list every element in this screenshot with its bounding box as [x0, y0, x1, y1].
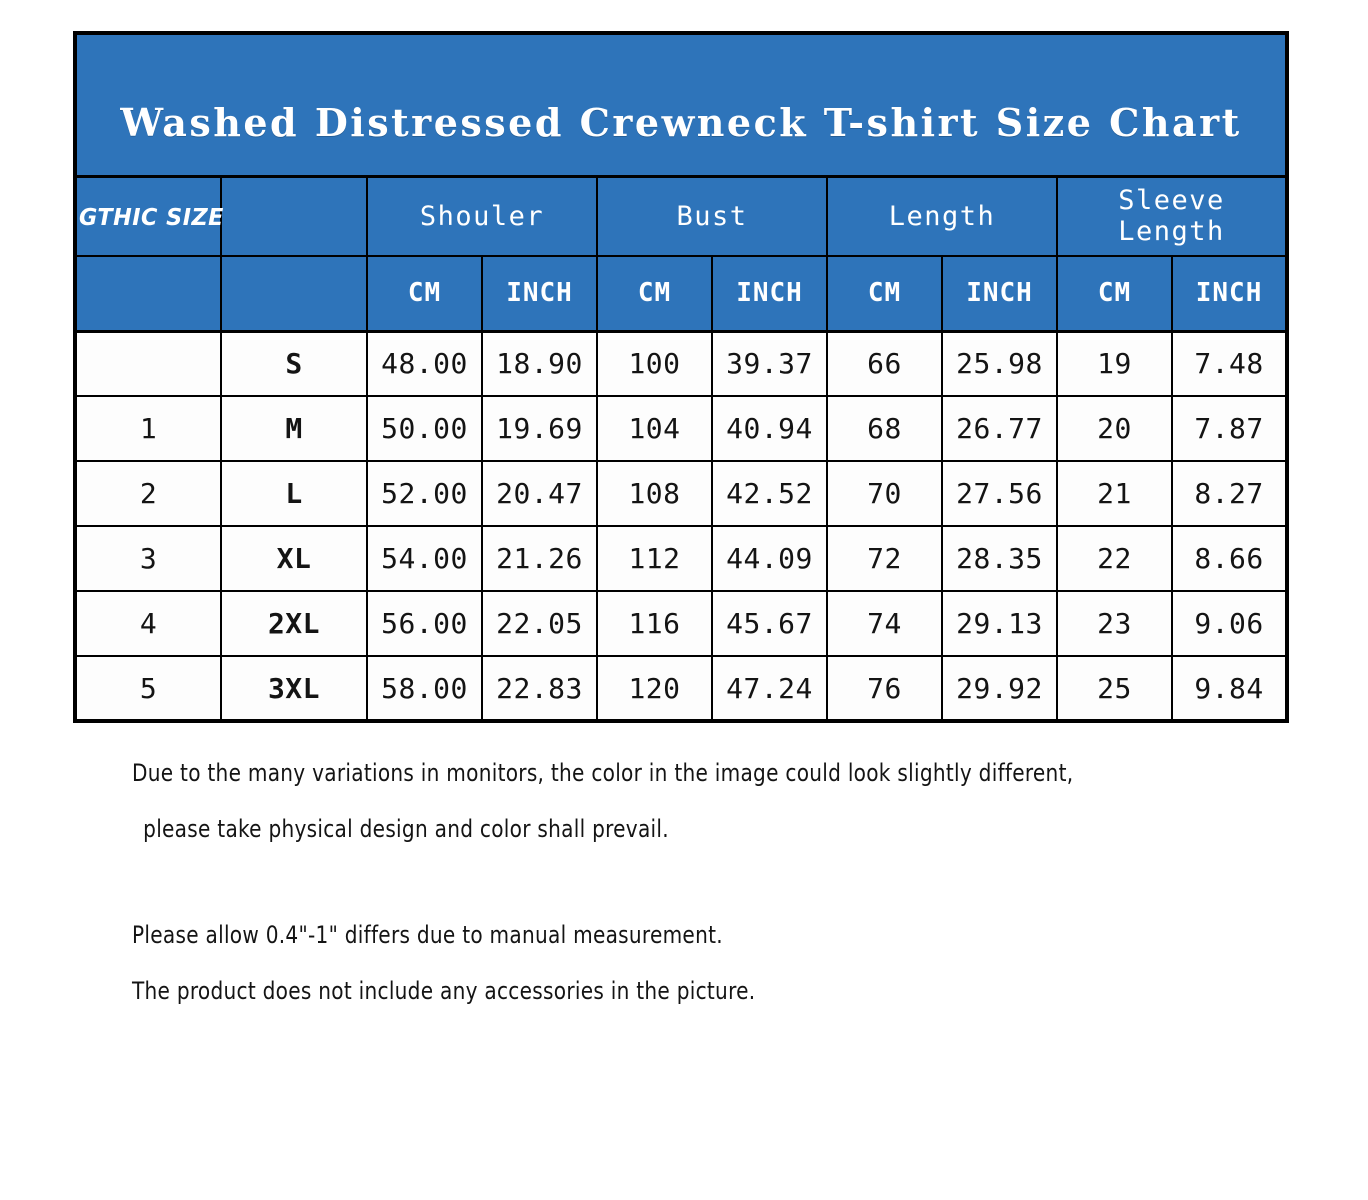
cell-length-inch: 25.98 [941, 330, 1058, 397]
cell-size: 2XL [220, 590, 368, 657]
header-group-shoulder: Shouler [366, 175, 598, 257]
header-group-row: GTHIC SIZE Shouler Bust Length Sleeve Le… [74, 175, 1289, 257]
cell-shoulder-inch: 19.69 [481, 395, 598, 462]
cell-bust-cm: 116 [596, 590, 713, 657]
header-unit-length-cm: CM [826, 255, 943, 333]
cell-shoulder-inch: 20.47 [481, 460, 598, 527]
header-unit-bust-inch: INCH [711, 255, 828, 333]
cell-shoulder-cm: 58.00 [366, 655, 483, 722]
header-unit-blank-2 [220, 255, 368, 333]
size-chart-container: Washed Distressed Crewneck T-shirt Size … [73, 31, 1290, 723]
table-row: 1 M 50.00 19.69 104 40.94 68 26.77 20 7.… [74, 395, 1289, 462]
cell-index [74, 330, 222, 397]
cell-shoulder-cm: 50.00 [366, 395, 483, 462]
header-unit-length-inch: INCH [941, 255, 1058, 333]
cell-sleeve-cm: 19 [1056, 330, 1173, 397]
cell-bust-inch: 42.52 [711, 460, 828, 527]
table-row: 4 2XL 56.00 22.05 116 45.67 74 29.13 23 … [74, 590, 1289, 657]
cell-length-inch: 29.92 [941, 655, 1058, 722]
cell-length-cm: 74 [826, 590, 943, 657]
cell-sleeve-cm: 20 [1056, 395, 1173, 462]
chart-title-cell: Washed Distressed Crewneck T-shirt Size … [73, 32, 1289, 178]
header-unit-blank-1 [74, 255, 222, 333]
note-line-monitors-2: please take physical design and color sh… [143, 815, 669, 843]
cell-sleeve-cm: 23 [1056, 590, 1173, 657]
cell-sleeve-inch: 7.48 [1170, 330, 1289, 397]
cell-length-inch: 29.13 [941, 590, 1058, 657]
cell-shoulder-cm: 48.00 [366, 330, 483, 397]
cell-index: 3 [74, 525, 222, 592]
cell-length-cm: 70 [826, 460, 943, 527]
table-row: 5 3XL 58.00 22.83 120 47.24 76 29.92 25 … [74, 655, 1289, 722]
cell-sleeve-cm: 22 [1056, 525, 1173, 592]
table-row: S 48.00 18.90 100 39.37 66 25.98 19 7.48 [74, 330, 1289, 397]
cell-length-cm: 66 [826, 330, 943, 397]
note-line-accessories: The product does not include any accesso… [132, 977, 756, 1005]
cell-shoulder-inch: 22.83 [481, 655, 598, 722]
cell-index: 5 [74, 655, 222, 722]
disclaimer-notes: Due to the many variations in monitors, … [132, 745, 1312, 1019]
header-unit-sleeve-cm: CM [1056, 255, 1173, 333]
cell-bust-cm: 120 [596, 655, 713, 722]
cell-shoulder-inch: 22.05 [481, 590, 598, 657]
cell-index: 1 [74, 395, 222, 462]
header-group-sleeve-length: Sleeve Length [1055, 175, 1289, 257]
header-gthic-size: GTHIC SIZE [74, 175, 224, 257]
cell-bust-inch: 39.37 [711, 330, 828, 397]
note-line-tolerance: Please allow 0.4"-1" differs due to manu… [132, 921, 723, 949]
cell-length-cm: 76 [826, 655, 943, 722]
cell-index: 2 [74, 460, 222, 527]
cell-length-inch: 27.56 [941, 460, 1058, 527]
header-unit-shoulder-cm: CM [366, 255, 483, 333]
cell-bust-cm: 100 [596, 330, 713, 397]
header-group-length: Length [826, 175, 1058, 257]
cell-bust-cm: 108 [596, 460, 713, 527]
header-unit-row: CM INCH CM INCH CM INCH CM INCH [74, 255, 1289, 333]
cell-bust-cm: 112 [596, 525, 713, 592]
cell-length-inch: 28.35 [941, 525, 1058, 592]
header-group-bust: Bust [596, 175, 828, 257]
cell-sleeve-inch: 8.27 [1170, 460, 1289, 527]
cell-size: M [220, 395, 368, 462]
cell-sleeve-cm: 21 [1056, 460, 1173, 527]
cell-bust-inch: 40.94 [711, 395, 828, 462]
header-unit-sleeve-inch: INCH [1170, 255, 1289, 333]
cell-length-cm: 68 [826, 395, 943, 462]
cell-bust-inch: 44.09 [711, 525, 828, 592]
table-row: 3 XL 54.00 21.26 112 44.09 72 28.35 22 8… [74, 525, 1289, 592]
cell-shoulder-cm: 52.00 [366, 460, 483, 527]
cell-sleeve-inch: 8.66 [1170, 525, 1289, 592]
cell-sleeve-inch: 9.06 [1170, 590, 1289, 657]
cell-shoulder-inch: 18.90 [481, 330, 598, 397]
cell-length-inch: 26.77 [941, 395, 1058, 462]
page-title: Washed Distressed Crewneck T-shirt Size … [120, 99, 1242, 145]
header-size-blank [220, 175, 368, 257]
header-unit-shoulder-inch: INCH [481, 255, 598, 333]
table-row: 2 L 52.00 20.47 108 42.52 70 27.56 21 8.… [74, 460, 1289, 527]
size-chart-table: Washed Distressed Crewneck T-shirt Size … [73, 31, 1290, 723]
cell-shoulder-cm: 56.00 [366, 590, 483, 657]
cell-index: 4 [74, 590, 222, 657]
header-unit-bust-cm: CM [596, 255, 713, 333]
cell-sleeve-inch: 7.87 [1170, 395, 1289, 462]
cell-bust-cm: 104 [596, 395, 713, 462]
cell-shoulder-inch: 21.26 [481, 525, 598, 592]
chart-title-row: Washed Distressed Crewneck T-shirt Size … [73, 32, 1289, 178]
cell-bust-inch: 45.67 [711, 590, 828, 657]
gthic-size-label: GTHIC SIZE [79, 204, 224, 231]
cell-size: S [220, 330, 368, 397]
cell-bust-inch: 47.24 [711, 655, 828, 722]
cell-length-cm: 72 [826, 525, 943, 592]
cell-size: XL [220, 525, 368, 592]
cell-size: L [220, 460, 368, 527]
cell-sleeve-cm: 25 [1056, 655, 1173, 722]
note-line-monitors-1: Due to the many variations in monitors, … [132, 759, 1074, 787]
cell-sleeve-inch: 9.84 [1170, 655, 1289, 722]
note-spacer [132, 857, 1312, 907]
cell-shoulder-cm: 54.00 [366, 525, 483, 592]
cell-size: 3XL [220, 655, 368, 722]
